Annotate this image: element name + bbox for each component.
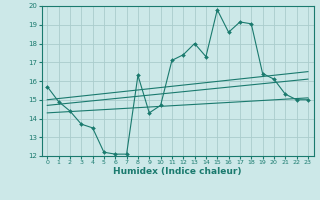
X-axis label: Humidex (Indice chaleur): Humidex (Indice chaleur) <box>113 167 242 176</box>
